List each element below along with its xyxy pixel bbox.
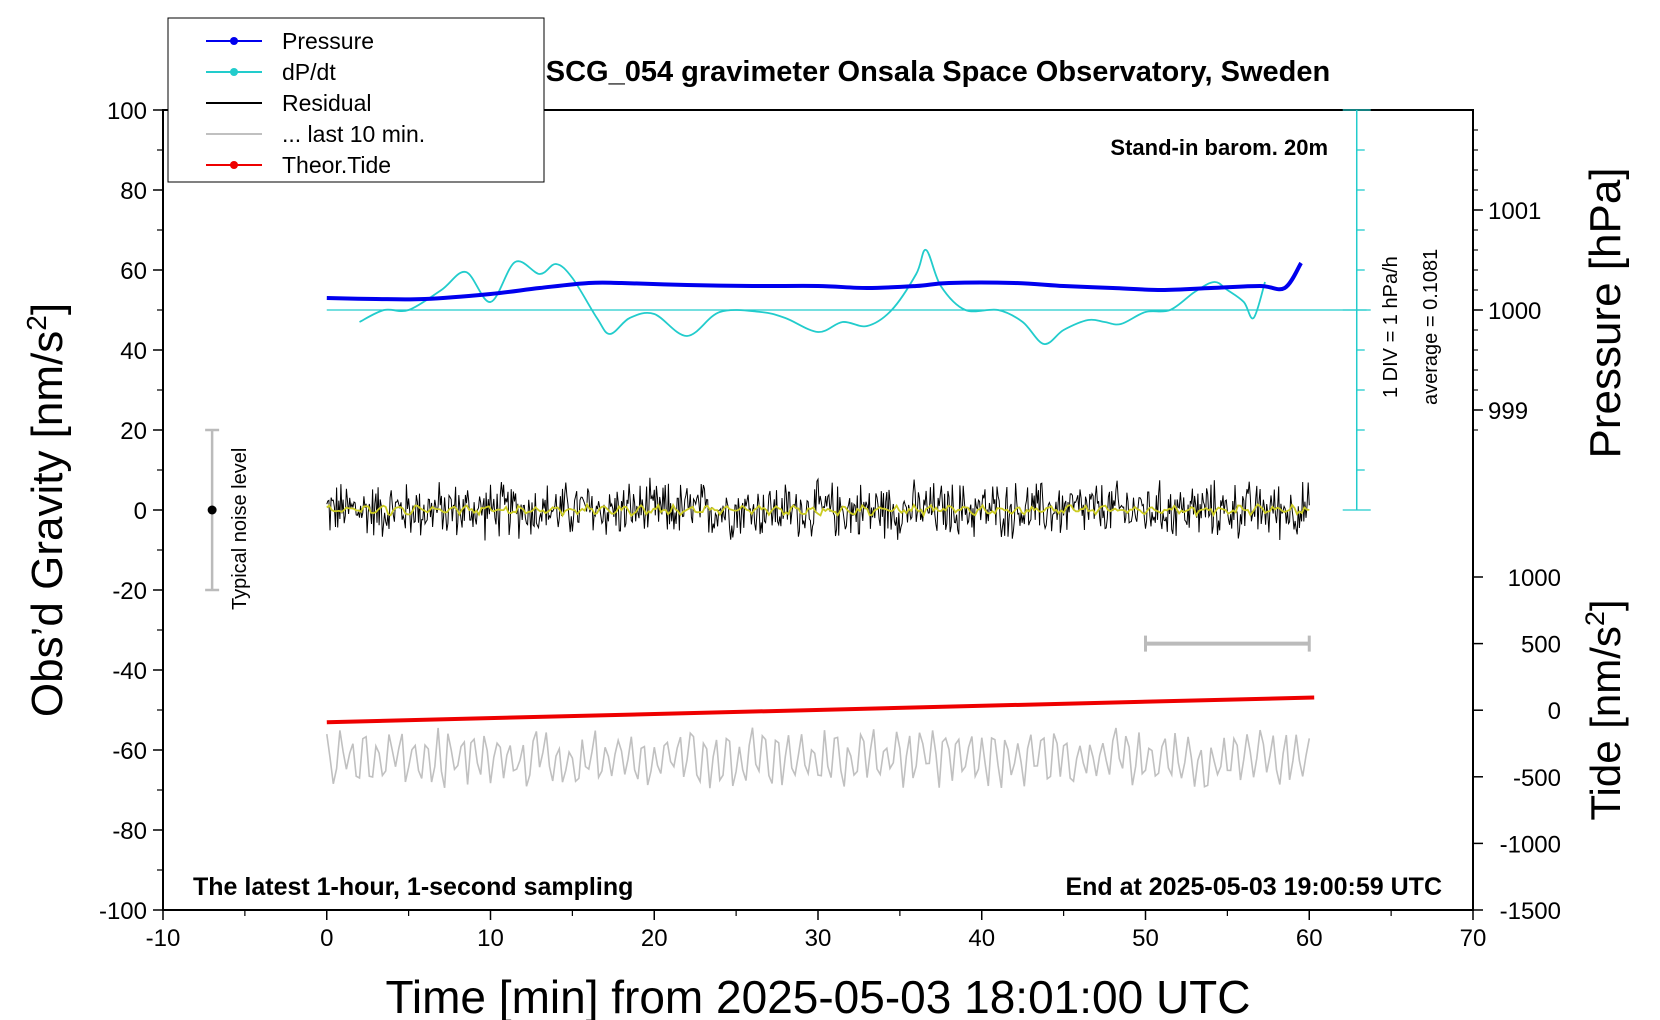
x-axis-ticks: -10 0 10 20 30 40 50 60 70: [146, 910, 1487, 952]
pressure-tick-label: 1001: [1488, 198, 1541, 225]
legend-label: Residual: [282, 90, 372, 116]
x-tick-label: 70: [1460, 925, 1487, 952]
dpdt-series: [359, 249, 1266, 345]
legend-marker: [230, 68, 238, 76]
gravity-axis-label: Obs’d Gravity [nm/s2]: [21, 303, 72, 717]
x-tick-label: 60: [1296, 925, 1323, 952]
end-time-note: End at 2025-05-03 19:00:59 UTC: [1065, 873, 1442, 901]
legend-label: Theor.Tide: [282, 152, 391, 178]
gravity-tick-label: -40: [112, 658, 147, 685]
tide-scale-bar: [1144, 635, 1311, 652]
x-tick-label: 40: [968, 925, 995, 952]
gravity-tick-label: 0: [134, 498, 147, 525]
x-tick-label: 20: [641, 925, 668, 952]
tide-tick-label: 0: [1548, 698, 1561, 725]
gravity-tick-label: -80: [112, 818, 147, 845]
gravity-tick-label: 60: [120, 258, 147, 285]
tide-tick-label: -1500: [1500, 898, 1561, 925]
tide-tick-label: -500: [1513, 765, 1561, 792]
gravity-tick-label: 40: [120, 338, 147, 365]
x-tick-label: 30: [805, 925, 832, 952]
gravity-tick-label: 80: [120, 178, 147, 205]
pressure-series: [326, 261, 1303, 302]
gravity-axis-ticks: -100 -80 -60 -40 -20 0 20 40 60 80 100: [99, 98, 163, 925]
legend-label: Pressure: [282, 28, 374, 54]
theor-tide-series: [326, 695, 1315, 725]
gravity-tick-label: -100: [99, 898, 147, 925]
gravity-tick-label: -20: [112, 578, 147, 605]
pressure-axis-label: Pressure [hPa]: [1581, 167, 1630, 458]
dpdt-div-label: 1 DIV = 1 hPa/h: [1380, 256, 1402, 398]
noise-level-label: Typical noise level: [229, 448, 251, 610]
tide-tick-label: 500: [1521, 632, 1561, 659]
x-axis-label: Time [min] from 2025-05-03 18:01:00 UTC: [386, 971, 1251, 1020]
legend-label: ... last 10 min.: [282, 121, 425, 147]
gravity-tick-label: 100: [107, 98, 147, 125]
tide-axis-label: Tide [nm/s2]: [1580, 599, 1629, 820]
pressure-tick-label: 999: [1488, 398, 1528, 425]
x-tick-label: 50: [1132, 925, 1159, 952]
noise-bar: [205, 428, 220, 592]
residual-series: [326, 477, 1310, 541]
legend: Pressure dP/dt Residual ... last 10 min. The…: [167, 17, 545, 183]
tide-tick-label: 1000: [1508, 565, 1561, 592]
legend-label: dP/dt: [282, 59, 336, 85]
tide-axis-ticks: -1500 -1000 -500 0 500 1000: [1473, 565, 1561, 925]
series-layer: [326, 249, 1315, 789]
gravity-tick-label: 20: [120, 418, 147, 445]
pressure-tick-label: 1000: [1488, 298, 1541, 325]
last-10-min-series: [326, 727, 1311, 789]
stand-in-note: Stand-in barom. 20m: [1110, 135, 1328, 160]
x-tick-label: -10: [146, 925, 181, 952]
chart-title: SCG_054 gravimeter Onsala Space Observat…: [546, 56, 1330, 88]
dpdt-average-label: average = 0.1081: [1420, 249, 1442, 405]
legend-marker: [230, 37, 238, 45]
legend-entries: Pressure dP/dt Residual ... last 10 min. The…: [206, 28, 425, 178]
x-tick-label: 0: [320, 925, 333, 952]
legend-box: [167, 17, 545, 183]
pressure-axis-ticks: 999 1000 1001: [1473, 129, 1541, 431]
x-tick-label: 10: [477, 925, 504, 952]
sampling-note: The latest 1-hour, 1-second sampling: [193, 873, 633, 901]
noise-bar-center: [207, 505, 217, 515]
dpdt-reference-scale: [326, 109, 1371, 511]
tide-tick-label: -1000: [1500, 831, 1561, 858]
residual-smoothed-series: [326, 502, 1310, 518]
legend-marker: [230, 161, 238, 169]
gravity-tick-label: -60: [112, 738, 147, 765]
